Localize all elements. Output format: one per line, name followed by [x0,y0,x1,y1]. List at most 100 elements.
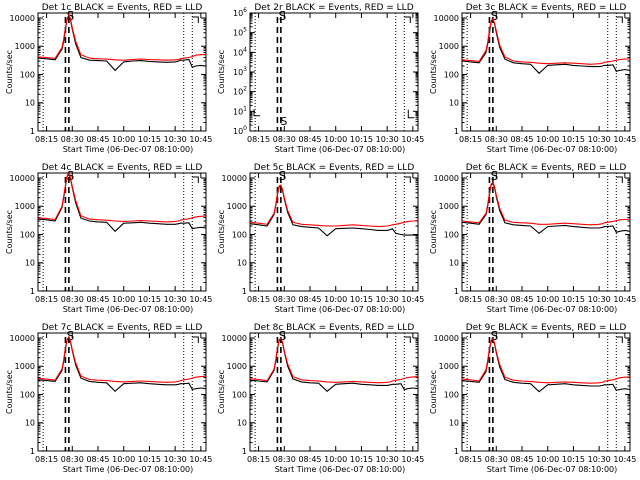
x-tick-label: 10:30 [164,455,187,464]
x-tick-label: 10:30 [588,455,611,464]
y-tick-label: 1000 [227,362,247,371]
plot-frame [249,12,419,132]
panel-title: Det 8c BLACK = Events, RED = LLD [254,323,415,333]
y-tick-label: 101 [233,105,247,116]
bracket-mark [192,336,199,343]
y-tick-label: 106 [233,7,247,18]
panel-title: Det 7c BLACK = Events, RED = LLD [42,323,203,333]
x-tick-label: 08:15 [35,295,58,304]
y-tick-label: 102 [233,86,247,97]
x-tick-label: 10:00 [324,135,347,144]
y-tick-label: 100 [20,230,35,239]
series-line-lld [461,338,631,384]
y-tick-label: 10 [25,419,35,428]
y-tick-label: 100 [444,230,459,239]
y-tick-label: 1 [30,447,35,456]
y-tick-label: 1000 [15,202,35,211]
x-tick-label: 10:45 [401,135,424,144]
x-axis-label: Start Time (06-Dec-07 08:10:00) [63,465,194,474]
x-tick-label: 10:00 [536,135,559,144]
x-tick-label: 10:45 [401,295,424,304]
peak-marker-label: S [491,329,499,343]
panel-3: Det 3c BLACK = Events, RED = LLD 1 10 100 10… [429,3,636,154]
x-tick-label: 10:00 [536,455,559,464]
x-tick-label: 08:30 [485,295,508,304]
panel-title: Det 9c BLACK = Events, RED = LLD [466,323,627,333]
y-tick-label: 10 [449,99,459,108]
x-tick-label: 10:30 [376,135,399,144]
bracket-mark [616,336,623,343]
x-tick-label: 08:30 [273,455,296,464]
x-tick-label: 10:45 [189,455,212,464]
y-tick-label: 100 [233,125,247,136]
panel-2: Det 2r BLACK = Events, RED = LLD 100 101 10… [217,3,424,154]
x-axis-label: Start Time (06-Dec-07 08:10:00) [275,305,406,314]
peak-marker-label: S [67,9,75,23]
y-tick-label: 10000 [222,334,247,343]
y-tick-label: 10 [237,259,247,268]
peak-marker-label: S [491,169,499,183]
corner-mark [253,109,260,117]
x-tick-label: 08:45 [86,455,109,464]
bracket-mark [616,16,623,23]
bracket-mark [192,176,199,183]
y-tick-label: 1 [454,127,459,136]
x-axis-label: Start Time (06-Dec-07 08:10:00) [487,145,618,154]
panel-9: Det 9c BLACK = Events, RED = LLD 1 10 100 10… [429,323,636,474]
x-tick-label: 10:45 [613,455,636,464]
x-tick-label: 08:45 [510,135,533,144]
y-tick-label: 1 [30,127,35,136]
x-tick-label: 08:30 [273,295,296,304]
y-tick-label: 1 [242,447,247,456]
x-tick-label: 10:15 [138,295,161,304]
peak-marker-label: S [67,329,75,343]
y-tick-label: 10000 [434,174,459,183]
series-line-lld [461,17,631,65]
panel-1: Det 1c BLACK = Events, RED = LLD 1 10 100 10… [5,3,212,154]
x-tick-label: 08:30 [485,135,508,144]
y-tick-label: 100 [232,390,247,399]
x-tick-label: 08:45 [510,295,533,304]
corner-mark-right [407,109,415,119]
y-tick-label: 104 [233,46,247,57]
peak-marker-label: S [279,9,287,23]
x-tick-label: 10:45 [613,295,636,304]
bracket-mark [616,176,623,183]
x-tick-label: 10:30 [164,295,187,304]
y-tick-label: 1000 [227,202,247,211]
x-tick-label: 08:15 [247,295,270,304]
x-axis-label: Start Time (06-Dec-07 08:10:00) [275,465,406,474]
panel-5: Det 5c BLACK = Events, RED = LLD 1 10 100 10… [217,163,424,314]
plot-frame [249,172,419,292]
y-tick-label: 10 [25,259,35,268]
y-tick-label: 10000 [10,174,35,183]
y-tick-label: 100 [444,70,459,79]
x-tick-label: 08:15 [247,455,270,464]
y-axis-label: Counts/sec [429,50,438,94]
x-tick-label: 08:15 [247,135,270,144]
x-tick-label: 10:00 [112,135,135,144]
panel-title: Det 5c BLACK = Events, RED = LLD [254,163,415,173]
x-tick-label: 08:15 [35,135,58,144]
x-tick-label: 10:30 [164,135,187,144]
panel-4: Det 4c BLACK = Events, RED = LLD 1 10 100 10… [5,163,212,314]
x-tick-label: 08:45 [298,295,321,304]
x-tick-label: 10:15 [562,455,585,464]
y-tick-label: 10 [449,419,459,428]
x-tick-label: 10:30 [588,135,611,144]
plot-frame [37,12,207,132]
y-axis-label: Counts/sec [5,50,14,94]
x-tick-label: 08:15 [459,135,482,144]
x-tick-label: 10:15 [138,455,161,464]
y-tick-label: 100 [20,70,35,79]
y-axis-label: Counts/sec [5,210,14,254]
x-tick-label: 10:00 [536,295,559,304]
y-tick-label: 10000 [222,174,247,183]
x-tick-label: 10:15 [350,295,373,304]
x-tick-label: 08:45 [298,455,321,464]
x-tick-label: 10:45 [189,295,212,304]
y-tick-label: 1000 [439,362,459,371]
series-line-events [37,172,207,233]
y-tick-label: 10 [237,419,247,428]
x-tick-label: 10:45 [189,135,212,144]
